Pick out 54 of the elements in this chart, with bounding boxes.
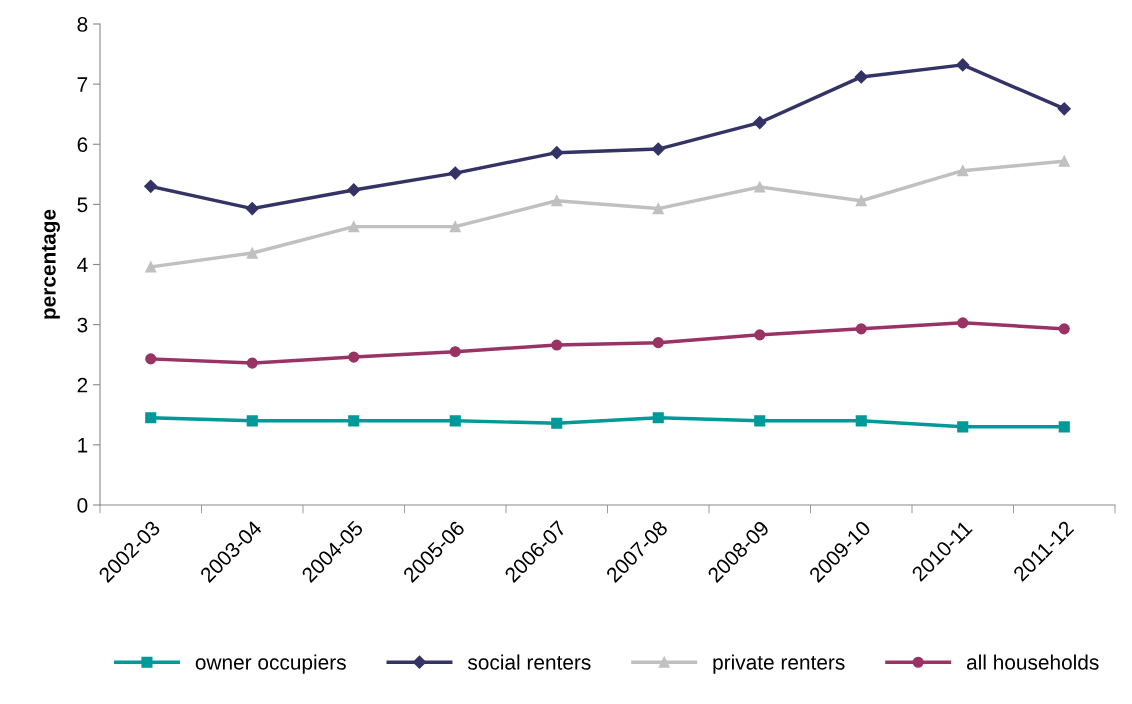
legend-label: social renters <box>467 654 591 670</box>
y-tick-label: 2 <box>77 377 88 393</box>
point <box>551 417 563 429</box>
point <box>145 353 157 365</box>
point <box>550 146 564 160</box>
point <box>246 357 258 369</box>
y-tick-label: 3 <box>77 317 88 333</box>
y-tick-label: 4 <box>77 257 88 273</box>
legend-label: owner occupiers <box>195 654 346 674</box>
point <box>551 195 563 207</box>
y-tick-label: 8 <box>77 17 88 32</box>
point <box>246 415 258 427</box>
point <box>144 179 158 193</box>
y-tick-label: 7 <box>77 77 88 92</box>
point <box>348 351 360 363</box>
point <box>652 412 664 424</box>
y-tick-label: 1 <box>78 438 88 453</box>
point <box>145 261 157 273</box>
point <box>957 165 969 177</box>
point <box>448 166 462 180</box>
point <box>449 415 461 427</box>
point <box>449 221 461 233</box>
point <box>754 181 766 193</box>
point <box>1058 155 1070 167</box>
point <box>348 221 360 233</box>
point <box>551 339 563 351</box>
point <box>246 247 258 259</box>
point <box>145 412 157 424</box>
point <box>855 195 867 207</box>
point <box>1058 323 1070 335</box>
legend-label: private renters <box>713 654 845 674</box>
y-tick-label: 5 <box>77 197 88 213</box>
point <box>957 317 969 329</box>
point <box>652 203 664 215</box>
point <box>855 415 867 427</box>
point <box>245 201 259 216</box>
point <box>652 337 664 349</box>
point <box>347 183 361 197</box>
y-tick-label: 6 <box>77 137 88 152</box>
legend-label: all households <box>966 654 1099 670</box>
point <box>754 415 766 427</box>
point <box>1057 102 1071 116</box>
point <box>753 116 767 130</box>
point <box>957 421 969 433</box>
point <box>449 346 461 358</box>
point <box>651 142 665 156</box>
point <box>754 329 766 341</box>
point <box>348 415 360 427</box>
y-tick-label: 0 <box>77 498 88 513</box>
point <box>956 58 970 72</box>
point <box>1058 421 1070 433</box>
point <box>855 323 867 335</box>
y-axis-title: percentage <box>41 209 60 319</box>
point <box>854 70 868 84</box>
